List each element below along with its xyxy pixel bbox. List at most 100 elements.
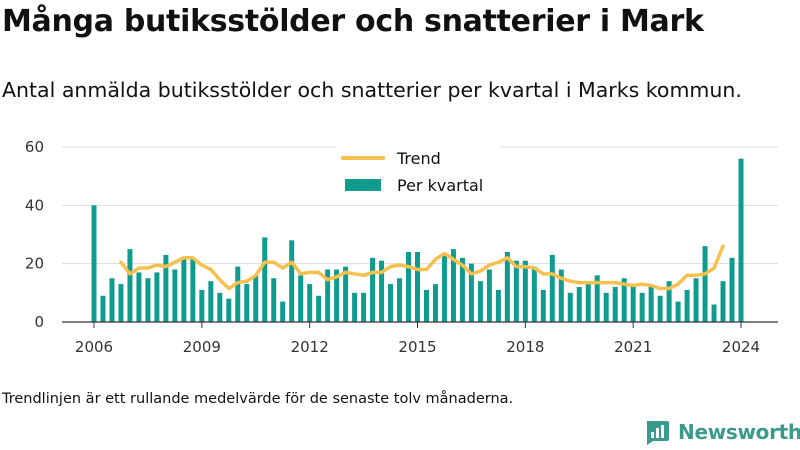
bar	[91, 205, 97, 322]
bar	[208, 281, 214, 322]
bar	[334, 269, 340, 322]
x-tick-label: 2009	[183, 338, 221, 356]
bar	[738, 158, 744, 322]
bar	[621, 278, 627, 322]
legend-background	[336, 145, 500, 203]
brand-logo: Newsworthy	[644, 419, 800, 445]
bar	[513, 260, 519, 322]
bar	[729, 257, 735, 322]
bar	[172, 269, 178, 322]
bar	[271, 278, 277, 322]
bar	[316, 295, 322, 322]
bar	[100, 295, 106, 322]
x-tick-label: 2021	[614, 338, 652, 356]
bar	[450, 249, 456, 322]
bar	[657, 295, 663, 322]
legend-bar-swatch	[345, 179, 381, 191]
bar	[280, 301, 286, 322]
bar	[127, 249, 133, 322]
bar	[630, 284, 636, 322]
bar	[477, 281, 483, 322]
bar-chart: 0 20 40 60 2006 2009 2012 2015 2018 2021 2024 Tren…	[25, 138, 778, 356]
bar	[540, 289, 546, 322]
bar	[289, 240, 295, 322]
bar	[486, 269, 492, 322]
y-tick-label: 20	[25, 255, 44, 273]
bar	[558, 269, 564, 322]
bar	[109, 278, 115, 322]
x-tick-label: 2018	[506, 338, 544, 356]
bar	[406, 252, 412, 322]
newsworthy-logo-icon	[646, 421, 669, 445]
bar	[585, 284, 591, 322]
footnote: Trendlinjen är ett rullande medelvärde f…	[2, 391, 514, 407]
x-tick-label: 2015	[398, 338, 436, 356]
x-tick-label: 2006	[75, 338, 113, 356]
bar	[648, 287, 654, 322]
y-tick-label: 0	[34, 313, 44, 331]
bar	[145, 278, 151, 322]
bar	[423, 289, 429, 322]
bar	[154, 272, 160, 322]
bar	[702, 246, 708, 322]
bar	[226, 298, 232, 322]
bar	[639, 292, 645, 322]
x-tick-label: 2024	[722, 338, 760, 356]
bar	[163, 254, 169, 322]
bar	[594, 275, 600, 322]
bar	[244, 284, 250, 322]
bar	[352, 292, 358, 322]
bar	[262, 237, 268, 322]
bar	[432, 284, 438, 322]
bar	[379, 260, 385, 322]
trend-line	[119, 244, 725, 291]
bar	[441, 254, 447, 322]
bar	[253, 275, 259, 322]
bar	[370, 257, 376, 322]
y-tick-label: 40	[25, 196, 44, 214]
bar	[325, 269, 331, 322]
bar	[531, 266, 537, 322]
chart-subtitle: Antal anmälda butiksstölder och snatteri…	[2, 78, 742, 102]
bar	[361, 292, 367, 322]
bar	[217, 292, 223, 322]
bar	[711, 304, 717, 322]
x-tick-label: 2012	[291, 338, 329, 356]
bar	[549, 254, 555, 322]
legend-trend-label: Trend	[396, 149, 441, 168]
bar	[181, 257, 187, 322]
bar	[136, 272, 142, 322]
legend: Trend Per kvartal	[336, 145, 500, 203]
bar	[415, 252, 420, 322]
bar	[388, 284, 394, 322]
bar	[199, 289, 205, 322]
bar	[693, 278, 699, 322]
trend-line-group	[119, 244, 725, 291]
bar	[343, 266, 349, 322]
bar	[190, 257, 196, 322]
bar	[522, 260, 528, 322]
bar	[576, 287, 582, 322]
bar	[307, 284, 313, 322]
bar	[495, 289, 501, 322]
legend-bar-label: Per kvartal	[397, 176, 483, 195]
bar	[720, 281, 726, 322]
bar	[504, 252, 510, 322]
bar	[459, 257, 465, 322]
bar	[397, 278, 403, 322]
bar	[567, 292, 573, 322]
bar	[468, 263, 474, 322]
axes: 0 20 40 60 2006 2009 2012 2015 2018 2021 2024	[25, 138, 778, 356]
bar	[235, 266, 241, 322]
bar	[666, 281, 672, 322]
bar	[684, 289, 690, 322]
bar	[675, 301, 681, 322]
bar	[612, 287, 618, 322]
chart-title: Många butiksstölder och snatterier i Mar…	[2, 4, 704, 39]
brand-name: Newsworthy	[678, 420, 800, 444]
bar	[603, 292, 609, 322]
bars-group	[91, 158, 744, 322]
bar	[298, 275, 304, 322]
y-tick-label: 60	[25, 138, 44, 156]
bar	[118, 284, 124, 322]
